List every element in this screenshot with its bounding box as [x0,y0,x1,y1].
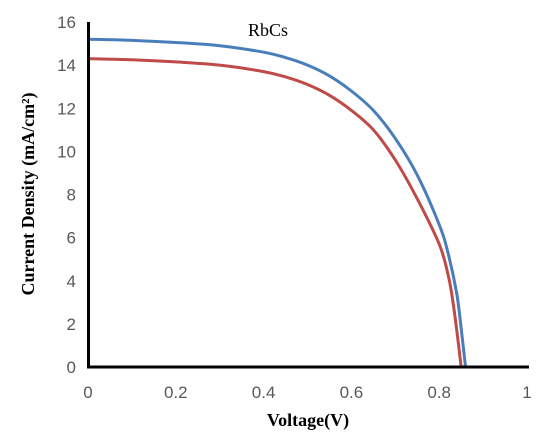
x-tick-label: 1 [522,383,531,402]
x-tick-label: 0.8 [427,383,451,402]
y-tick-label: 12 [57,99,76,118]
chart-annotation: RbCs [248,20,288,40]
x-axis-title: Voltage(V) [267,410,349,431]
axes-layer [87,22,529,369]
series-layer [87,37,468,368]
y-tick-label: 4 [67,272,76,291]
series-line-2 [87,57,463,368]
y-tick-label: 6 [67,229,76,248]
y-tick-label: 14 [57,56,76,75]
y-tick-label: 10 [57,142,76,161]
y-tick-label: 2 [67,315,76,334]
y-tick-label: 16 [57,13,76,32]
series-line-1 [87,37,468,368]
x-tick-label: 0.4 [252,383,276,402]
ticks-layer: 0 2 4 6 8 10 12 14 16 0 0.2 0.4 0.6 0.8 1 [57,13,532,402]
x-tick-label: 0.6 [340,383,364,402]
y-axis-title: Current Density (mA/cm²) [18,92,39,295]
y-tick-label: 0 [67,358,76,377]
x-tick-label: 0 [83,383,92,402]
y-tick-label: 8 [67,186,76,205]
x-tick-label: 0.2 [164,383,188,402]
